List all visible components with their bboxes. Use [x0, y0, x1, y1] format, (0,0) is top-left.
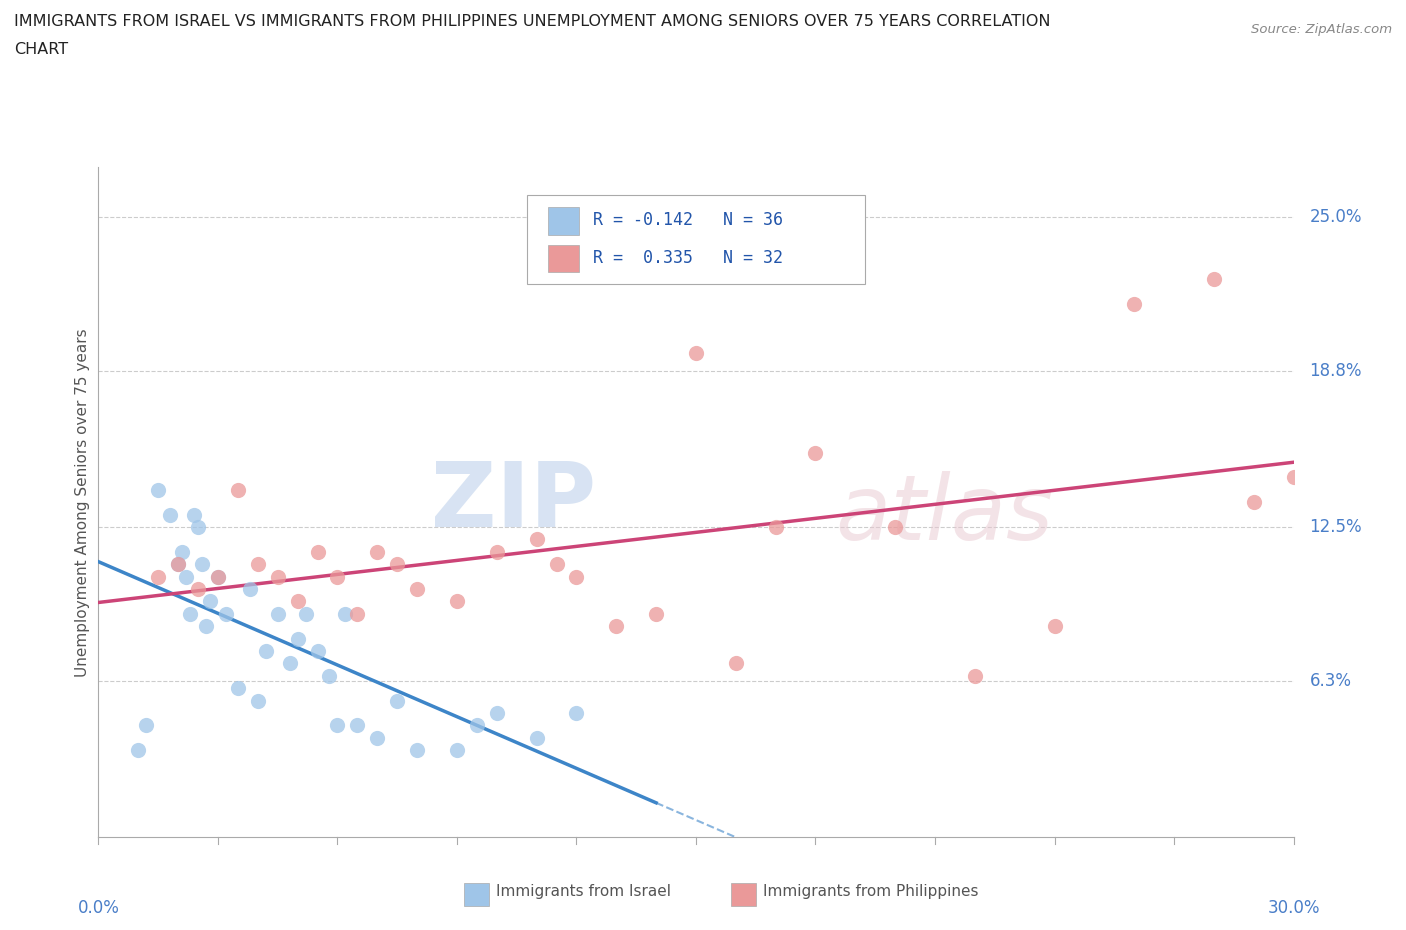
Point: [187, 520, 209, 535]
Point: [254, 644, 277, 658]
Point: [226, 483, 249, 498]
Text: Source: ZipAtlas.com: Source: ZipAtlas.com: [1251, 23, 1392, 36]
Point: [278, 656, 301, 671]
Text: atlas: atlas: [835, 471, 1053, 559]
Point: [446, 743, 468, 758]
Text: 12.5%: 12.5%: [1309, 518, 1362, 536]
Point: [385, 557, 409, 572]
Point: [267, 606, 290, 621]
Point: [565, 706, 588, 721]
Point: [685, 346, 707, 361]
Point: [167, 557, 190, 572]
Point: [246, 693, 269, 708]
Text: CHART: CHART: [14, 42, 67, 57]
Point: [485, 706, 508, 721]
Point: [172, 544, 194, 559]
Point: [215, 606, 238, 621]
Text: Immigrants from Israel: Immigrants from Israel: [496, 884, 671, 899]
Text: R =  0.335   N = 32: R = 0.335 N = 32: [593, 248, 783, 267]
Point: [148, 569, 170, 584]
Point: [326, 569, 349, 584]
Point: [187, 581, 209, 596]
Point: [148, 483, 170, 498]
Point: [645, 606, 668, 621]
Point: [267, 569, 290, 584]
Point: [246, 557, 269, 572]
Point: [1282, 470, 1305, 485]
Text: ZIP: ZIP: [432, 458, 596, 546]
Point: [1243, 495, 1265, 510]
Point: [1043, 618, 1066, 633]
Point: [318, 669, 340, 684]
Point: [294, 606, 316, 621]
Point: [526, 730, 548, 745]
Point: [465, 718, 488, 733]
Point: [406, 743, 429, 758]
Text: 25.0%: 25.0%: [1309, 208, 1362, 226]
Point: [195, 618, 218, 633]
Point: [198, 594, 221, 609]
Point: [191, 557, 214, 572]
Point: [174, 569, 197, 584]
Point: [446, 594, 468, 609]
Point: [1123, 297, 1146, 312]
Point: [307, 544, 329, 559]
Text: 0.0%: 0.0%: [77, 899, 120, 917]
Point: [335, 606, 357, 621]
Point: [1202, 272, 1225, 286]
Point: [485, 544, 508, 559]
Point: [179, 606, 201, 621]
Point: [346, 718, 368, 733]
Point: [127, 743, 149, 758]
Point: [605, 618, 627, 633]
Text: Immigrants from Philippines: Immigrants from Philippines: [763, 884, 979, 899]
Point: [287, 594, 309, 609]
Point: [366, 544, 388, 559]
Y-axis label: Unemployment Among Seniors over 75 years: Unemployment Among Seniors over 75 years: [75, 328, 90, 676]
Point: [406, 581, 429, 596]
Point: [565, 569, 588, 584]
Point: [526, 532, 548, 547]
Point: [207, 569, 229, 584]
Point: [765, 520, 787, 535]
Point: [346, 606, 368, 621]
Point: [207, 569, 229, 584]
Point: [135, 718, 157, 733]
Text: 30.0%: 30.0%: [1267, 899, 1320, 917]
Text: 6.3%: 6.3%: [1309, 671, 1351, 690]
Point: [326, 718, 349, 733]
Point: [804, 445, 827, 460]
Point: [546, 557, 568, 572]
Point: [167, 557, 190, 572]
Point: [183, 507, 205, 522]
Point: [724, 656, 747, 671]
Text: IMMIGRANTS FROM ISRAEL VS IMMIGRANTS FROM PHILIPPINES UNEMPLOYMENT AMONG SENIORS: IMMIGRANTS FROM ISRAEL VS IMMIGRANTS FRO…: [14, 14, 1050, 29]
Point: [963, 669, 986, 684]
Point: [287, 631, 309, 646]
Text: R = -0.142   N = 36: R = -0.142 N = 36: [593, 211, 783, 230]
Point: [385, 693, 409, 708]
Point: [307, 644, 329, 658]
Point: [159, 507, 181, 522]
Text: 18.8%: 18.8%: [1309, 362, 1362, 379]
Point: [884, 520, 907, 535]
Point: [366, 730, 388, 745]
Point: [239, 581, 262, 596]
Point: [226, 681, 249, 696]
